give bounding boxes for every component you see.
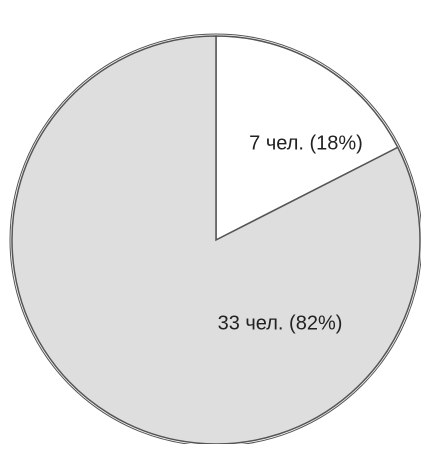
pie-slice-1 [215, 35, 399, 242]
slice-label-1: 7 чел. (18%) [249, 132, 363, 154]
slice-label-2: 33 чел. (82%) [218, 312, 343, 334]
pie-slice-2 [11, 35, 421, 445]
